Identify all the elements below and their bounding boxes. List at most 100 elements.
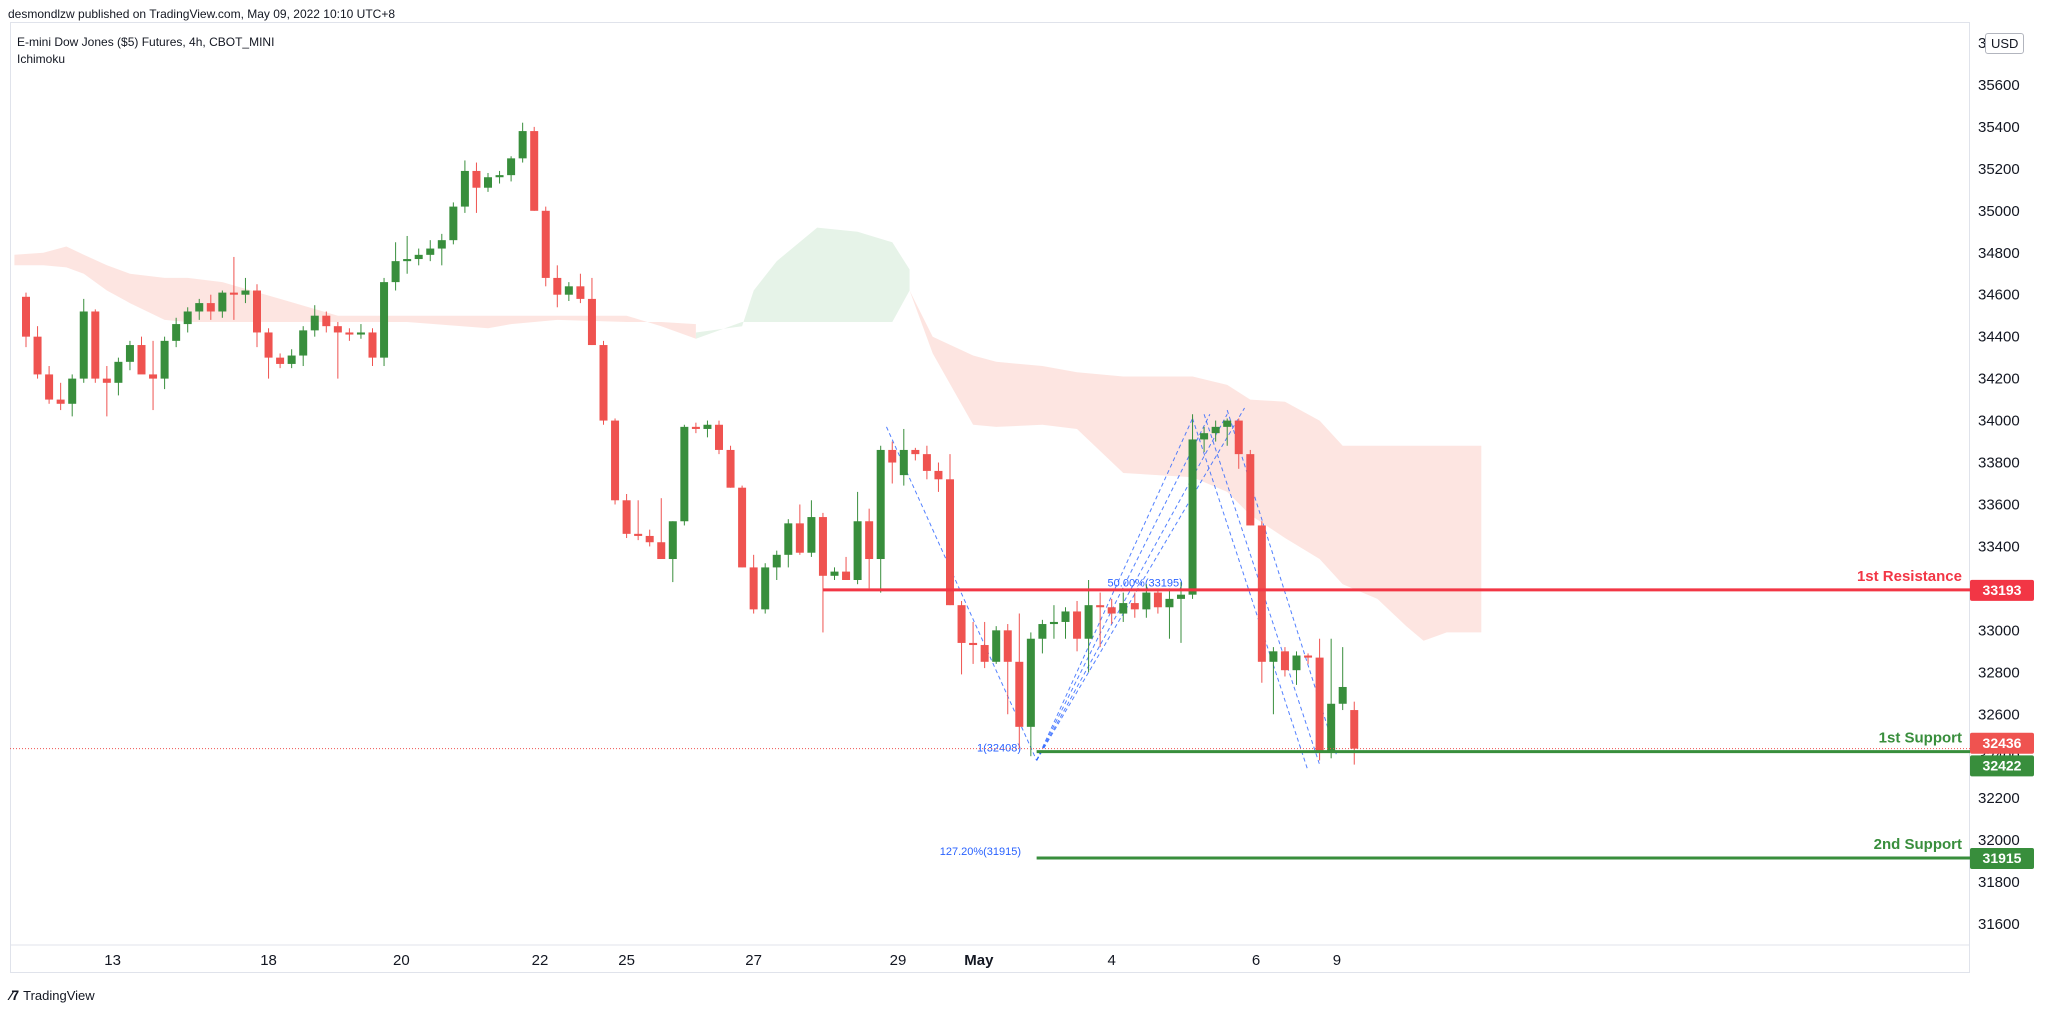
candle bbox=[160, 336, 169, 390]
candle-body bbox=[715, 424, 723, 450]
fib-dashed-line bbox=[1036, 414, 1211, 761]
candle-body bbox=[403, 259, 412, 262]
candle-body bbox=[322, 315, 331, 327]
candle bbox=[911, 447, 920, 461]
candle-body bbox=[761, 567, 770, 610]
candle-body bbox=[703, 424, 712, 429]
candle-body bbox=[1234, 420, 1243, 455]
candle bbox=[287, 349, 296, 369]
price-tick-label: 34400 bbox=[1978, 329, 2020, 346]
candle-body bbox=[541, 210, 550, 278]
price-badge-box bbox=[1970, 847, 2034, 869]
price-tick-label: 32800 bbox=[1978, 664, 2020, 681]
candle-body bbox=[229, 292, 238, 295]
price-tick-label: 33000 bbox=[1978, 622, 2020, 639]
candle bbox=[137, 336, 146, 375]
candle-body bbox=[1188, 439, 1197, 595]
candle-body bbox=[1015, 661, 1024, 727]
candle bbox=[356, 324, 365, 339]
price-badge-box bbox=[1970, 732, 2034, 754]
candle bbox=[1292, 651, 1301, 685]
candle bbox=[749, 554, 758, 614]
price-tick-label: 32600 bbox=[1978, 706, 2020, 723]
price-badges: 33193 32436 32422 31915 bbox=[1970, 579, 2034, 869]
candle-body bbox=[33, 336, 42, 375]
candle bbox=[460, 160, 469, 213]
chart-frame bbox=[10, 22, 1970, 973]
candle-body bbox=[1327, 703, 1336, 753]
fib-label: 1(32408) bbox=[977, 743, 1021, 755]
candle-body bbox=[1177, 594, 1185, 599]
price-badge-box bbox=[1970, 755, 2034, 777]
price-tick-label: 34600 bbox=[1978, 287, 2020, 304]
candle bbox=[276, 353, 285, 369]
candle bbox=[795, 504, 804, 555]
candle bbox=[830, 567, 839, 580]
candle-body bbox=[726, 449, 735, 488]
candle-body bbox=[333, 326, 342, 333]
candle bbox=[1003, 624, 1012, 715]
candle bbox=[842, 556, 851, 580]
candle-body bbox=[1269, 651, 1278, 662]
last-price-badge: 32436 bbox=[1970, 732, 2034, 754]
candle bbox=[1026, 632, 1035, 757]
candle bbox=[1096, 592, 1105, 648]
symbol-title[interactable]: E-mini Dow Jones ($5) Futures, 4h, CBOT_… bbox=[17, 35, 275, 49]
candle bbox=[1234, 418, 1243, 469]
candlestick-series bbox=[22, 122, 1359, 765]
candle bbox=[195, 298, 204, 320]
fib-dashed-line bbox=[1192, 418, 1309, 772]
candle-body bbox=[79, 311, 88, 379]
candle-body bbox=[1119, 603, 1128, 614]
candle-body bbox=[957, 605, 966, 643]
candle bbox=[865, 508, 874, 589]
candle-body bbox=[587, 298, 596, 346]
indicator-label[interactable]: Ichimoku bbox=[17, 52, 66, 66]
candle-body bbox=[472, 170, 481, 188]
candle bbox=[807, 500, 816, 557]
candle-body bbox=[518, 131, 527, 159]
candle bbox=[1257, 521, 1266, 683]
candle bbox=[229, 256, 238, 320]
candle bbox=[391, 242, 400, 291]
candle-body bbox=[564, 286, 573, 295]
support2-price-badge: 31915 bbox=[1970, 847, 2034, 869]
candle bbox=[333, 321, 342, 379]
price-badge-text: 32436 bbox=[1983, 735, 2022, 751]
candle bbox=[368, 328, 377, 367]
candle bbox=[1061, 607, 1070, 639]
candle bbox=[310, 305, 319, 337]
candle bbox=[634, 500, 643, 541]
candle bbox=[680, 424, 689, 526]
candle-body bbox=[1142, 592, 1151, 610]
candle-body bbox=[911, 449, 920, 455]
cloud-region-bullish bbox=[695, 227, 910, 339]
price-tick-label: 33400 bbox=[1978, 538, 2020, 555]
candle bbox=[1350, 701, 1359, 765]
candle bbox=[403, 235, 412, 274]
candle-body bbox=[749, 567, 758, 610]
candle bbox=[980, 621, 989, 669]
candle-body bbox=[1073, 611, 1082, 639]
candle-body bbox=[310, 315, 319, 331]
candle-body bbox=[1107, 607, 1116, 614]
candle bbox=[345, 328, 354, 341]
candle-body bbox=[634, 533, 643, 536]
footer-brand: ⁄7 TradingView bbox=[10, 987, 95, 1003]
candle-body bbox=[276, 357, 285, 364]
price-tick-label: 31600 bbox=[1978, 916, 2020, 933]
candle-body bbox=[195, 303, 204, 312]
time-tick-label: 22 bbox=[532, 952, 549, 969]
candle-body bbox=[668, 521, 677, 560]
candle bbox=[899, 428, 908, 486]
candle bbox=[1338, 647, 1347, 711]
candle bbox=[957, 600, 966, 675]
candle-body bbox=[299, 330, 308, 356]
price-tick-label: 35600 bbox=[1978, 77, 2020, 94]
candle-body bbox=[68, 378, 77, 404]
candle-body bbox=[980, 645, 989, 662]
currency-badge[interactable]: USD bbox=[1985, 33, 2025, 54]
candle bbox=[738, 485, 747, 568]
candle-body bbox=[888, 449, 897, 463]
